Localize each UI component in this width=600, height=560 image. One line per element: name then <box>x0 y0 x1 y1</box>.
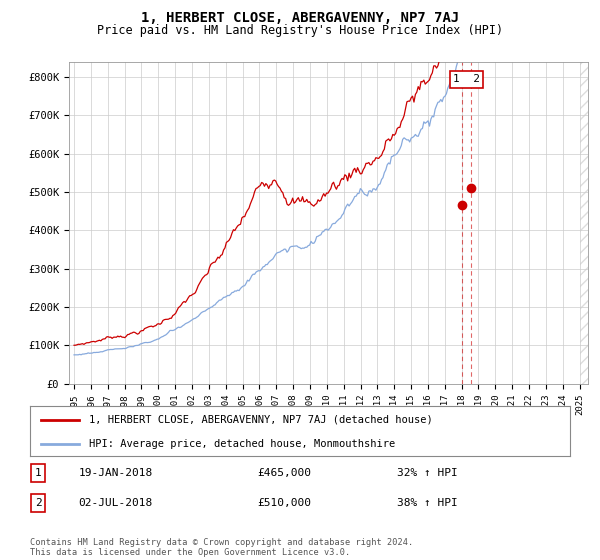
Text: HPI: Average price, detached house, Monmouthshire: HPI: Average price, detached house, Monm… <box>89 439 395 449</box>
Text: 1  2: 1 2 <box>453 74 480 85</box>
Text: 19-JAN-2018: 19-JAN-2018 <box>79 468 153 478</box>
Text: 1, HERBERT CLOSE, ABERGAVENNY, NP7 7AJ (detached house): 1, HERBERT CLOSE, ABERGAVENNY, NP7 7AJ (… <box>89 414 433 424</box>
Text: 02-JUL-2018: 02-JUL-2018 <box>79 498 153 508</box>
Text: £510,000: £510,000 <box>257 498 311 508</box>
Text: £465,000: £465,000 <box>257 468 311 478</box>
Text: 32% ↑ HPI: 32% ↑ HPI <box>397 468 458 478</box>
Text: 1: 1 <box>35 468 41 478</box>
Text: 1, HERBERT CLOSE, ABERGAVENNY, NP7 7AJ: 1, HERBERT CLOSE, ABERGAVENNY, NP7 7AJ <box>141 11 459 25</box>
Text: Price paid vs. HM Land Registry's House Price Index (HPI): Price paid vs. HM Land Registry's House … <box>97 24 503 36</box>
Text: 38% ↑ HPI: 38% ↑ HPI <box>397 498 458 508</box>
Text: Contains HM Land Registry data © Crown copyright and database right 2024.
This d: Contains HM Land Registry data © Crown c… <box>30 538 413 557</box>
Text: 2: 2 <box>35 498 41 508</box>
